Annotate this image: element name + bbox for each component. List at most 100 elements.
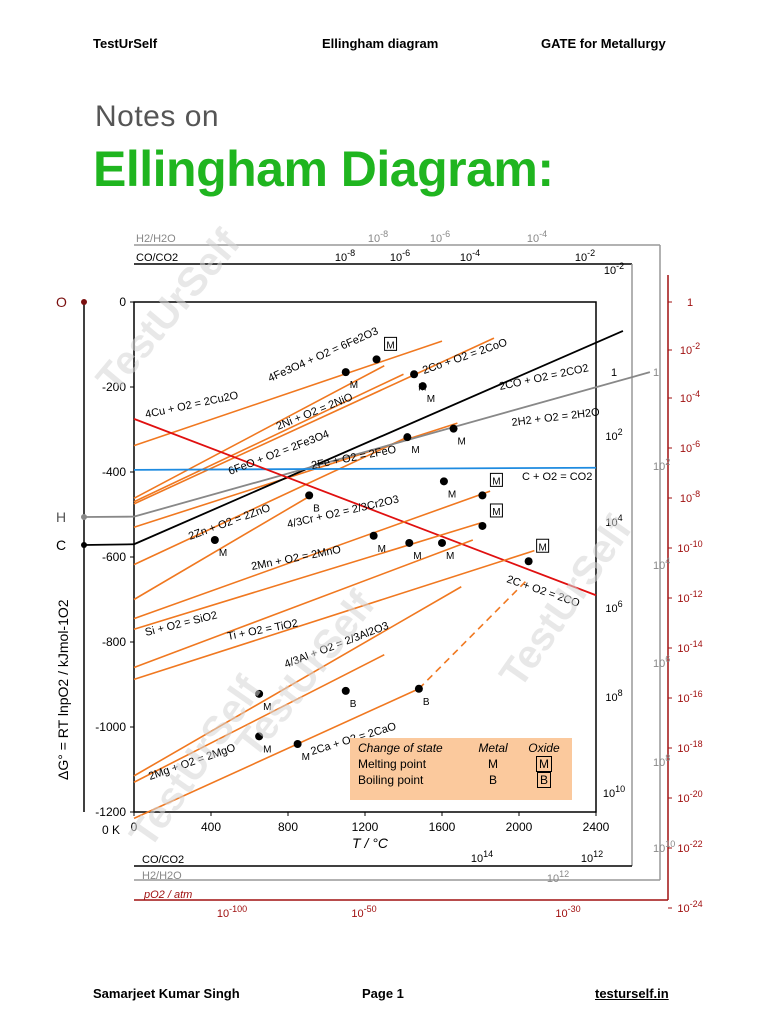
right-po2-tick: 10-16 — [677, 689, 702, 705]
legend-row-melting: Melting point — [358, 757, 427, 771]
series-line — [133, 586, 462, 777]
zero-kelvin-label: 0 K — [102, 823, 120, 837]
bottom-h2-tick: 1012 — [547, 869, 569, 885]
right-h2-tick: 1010 — [653, 839, 675, 855]
oxide-box — [384, 336, 398, 351]
header-left: TestUrSelf — [93, 36, 158, 51]
right-po2-tick: 10-18 — [677, 739, 702, 755]
legend-melting-metal: M — [488, 757, 499, 771]
transition-label: B — [423, 697, 430, 708]
o-point — [81, 299, 87, 305]
bottom-h2-name: H2/H2O — [142, 870, 182, 882]
bottom-po2-tick: 10-30 — [555, 904, 580, 920]
transition-label: M — [386, 340, 394, 351]
top-co-tick: 10-6 — [390, 248, 410, 264]
transition-point — [478, 491, 487, 500]
series-line — [133, 688, 420, 820]
transition-label: B — [313, 503, 320, 514]
transition-label: M — [411, 445, 419, 456]
y-tick-label: -1000 — [95, 720, 126, 734]
transition-label: M — [446, 551, 454, 562]
footer-link[interactable]: testurself.in — [595, 986, 669, 1001]
header-right: GATE for Metallurgy — [541, 36, 666, 51]
oxide-box — [489, 472, 503, 487]
right-po2-tick: 10-20 — [677, 789, 702, 805]
transition-label: M — [413, 551, 421, 562]
bottom-co-tick: 1012 — [581, 849, 603, 865]
transition-point — [293, 740, 302, 748]
reaction-label: 2CO + O2 = 2CO2 — [498, 362, 590, 393]
left-point-o: O — [56, 294, 67, 310]
transition-point — [255, 732, 264, 741]
oxide-box — [489, 503, 503, 518]
transition-point — [372, 355, 381, 364]
legend-col-metal: Metal — [478, 741, 508, 755]
x-tick-label: 800 — [278, 820, 298, 834]
series-line — [133, 539, 474, 669]
legend-melting-oxide: M — [535, 756, 552, 772]
transition-label: M — [378, 544, 386, 555]
series-line — [133, 340, 443, 447]
x-tick-label: 2000 — [506, 820, 533, 834]
series-line — [418, 579, 528, 690]
x-tick-label: 2400 — [583, 820, 610, 834]
series-line — [133, 654, 385, 783]
transition-point — [414, 684, 423, 693]
right-po2-tick: 10-12 — [677, 589, 702, 605]
right-co-tick: 10-2 — [604, 261, 624, 277]
x-tick-label: 1600 — [429, 820, 456, 834]
transition-point — [478, 521, 487, 530]
transition-label: M — [448, 489, 456, 500]
transition-point — [305, 491, 314, 500]
right-po2-tick: 10-14 — [677, 639, 702, 655]
transition-point — [403, 433, 412, 442]
transition-point — [405, 538, 414, 547]
page-title: Ellingham Diagram: — [93, 141, 554, 197]
transition-point — [341, 686, 350, 695]
bottom-po2-name: pO2 / atm — [143, 889, 192, 901]
transition-label: M — [350, 380, 358, 391]
legend-col-oxide: Oxide — [528, 741, 560, 755]
ellingham-diagram: 0 -200 -400 -600 -800 -1000 -1200 0 400 800 1200 16… — [55, 221, 703, 920]
bottom-po2-tick: 10-50 — [351, 904, 376, 920]
right-co-tick: 1 — [611, 367, 617, 379]
reaction-label: 4Cu + O2 = 2Cu2O — [144, 389, 240, 421]
series-line — [133, 549, 535, 681]
bottom-po2-tick: 10-100 — [217, 904, 247, 920]
right-h2-tick: 1 — [653, 367, 659, 379]
legend-box: Change of state Metal Oxide Melting poin… — [350, 738, 572, 800]
legend-boiling-metal: B — [489, 773, 498, 787]
x-axis-label: T / °C — [352, 835, 389, 851]
right-po2-tick: 10-24 — [677, 899, 702, 915]
right-h2-tick: 108 — [653, 753, 670, 769]
series-line — [133, 373, 404, 503]
top-co-tick: 10-8 — [335, 248, 355, 264]
reaction-label: 2Ni + O2 = 2NiO — [275, 391, 355, 433]
top-co-name: CO/CO2 — [136, 252, 178, 264]
transition-label: M — [263, 702, 271, 713]
top-h2-tick: 10-4 — [527, 229, 547, 245]
transition-point — [524, 557, 533, 566]
c-extension-line — [83, 543, 135, 546]
right-h2-tick: 104 — [653, 556, 670, 572]
right-co-tick: 102 — [605, 427, 622, 443]
transition-point — [255, 689, 264, 698]
top-co-tick: 10-4 — [460, 248, 480, 264]
watermark-text: TestUrSelf — [88, 221, 249, 401]
transition-point — [449, 424, 458, 433]
top-h2-name: H2/H2O — [136, 233, 176, 245]
x-tick-label: 0 — [131, 820, 138, 834]
transition-label: B — [350, 699, 357, 710]
transition-point — [341, 368, 350, 377]
left-point-c: C — [56, 537, 66, 553]
transition-point — [369, 531, 378, 540]
series-line — [133, 330, 624, 546]
right-co-tick: 108 — [605, 688, 622, 704]
transition-point — [210, 536, 219, 544]
transition-label: M — [263, 744, 271, 755]
transition-label: M — [538, 542, 546, 553]
right-co-tick: 104 — [605, 513, 622, 529]
transition-point — [438, 538, 446, 547]
reaction-label: C + O2 = CO2 — [522, 471, 592, 483]
reaction-label: 4Fe3O4 + O2 = 6Fe2O3 — [266, 325, 380, 384]
